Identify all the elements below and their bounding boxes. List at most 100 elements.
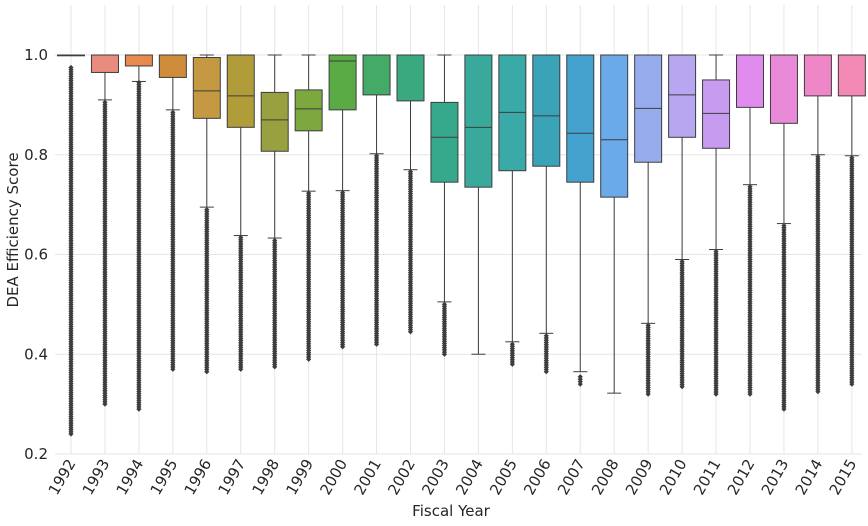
box-rect-1999 — [294, 89, 323, 132]
y-tick-label: 0.6 — [24, 246, 48, 264]
box-2003 — [430, 54, 459, 357]
box-1997 — [226, 54, 255, 372]
outlier-point — [238, 366, 244, 372]
outliers-1994 — [136, 79, 142, 412]
y-axis-ticks: 0.2 0.4 0.6 0.8 1.0 — [24, 46, 48, 463]
box-rect-2007 — [566, 54, 595, 183]
x-tick-label: 1999 — [282, 456, 317, 498]
x-tick-label: 2011 — [690, 456, 725, 498]
box-2004 — [464, 54, 493, 355]
outlier-point — [747, 391, 753, 397]
box-2012 — [736, 54, 764, 397]
x-tick-label: 2010 — [656, 456, 691, 498]
outlier-point — [679, 384, 685, 390]
box-rect-2012 — [736, 54, 764, 108]
box-rect-1997 — [226, 54, 255, 128]
x-tick-label: 1994 — [113, 456, 148, 498]
outlier-point — [543, 369, 549, 375]
box-2014 — [803, 54, 832, 395]
box-2006 — [532, 54, 561, 375]
x-tick-label: 2002 — [384, 456, 419, 498]
x-axis-title: Fiscal Year — [412, 502, 490, 520]
outliers-2013 — [781, 222, 787, 412]
outlier-point — [407, 329, 414, 335]
outlier-point — [509, 361, 515, 367]
x-tick-label: 2012 — [724, 456, 759, 498]
outlier-point — [68, 431, 74, 437]
outlier-point — [645, 391, 651, 397]
box-1998 — [260, 54, 289, 370]
y-tick-label: 0.8 — [24, 146, 48, 164]
x-tick-label: 2001 — [350, 456, 385, 498]
outliers-2006 — [543, 333, 549, 375]
box-rect-2014 — [803, 54, 832, 97]
box-rect-2001 — [362, 54, 391, 96]
box-2015 — [837, 54, 866, 387]
outlier-point — [340, 344, 346, 350]
outliers-2001 — [373, 153, 380, 347]
outliers-2000 — [340, 190, 346, 350]
box-rect-2011 — [702, 79, 731, 149]
outlier-point — [849, 381, 855, 387]
box-rect-1996 — [192, 56, 221, 119]
outliers-2014 — [815, 154, 821, 395]
box-rect-2010 — [668, 54, 697, 138]
outliers-2011 — [713, 248, 719, 397]
box-2010 — [668, 54, 697, 390]
box-rect-2000 — [328, 54, 357, 111]
outlier-point — [373, 341, 380, 347]
box-rect-1998 — [260, 91, 289, 152]
x-tick-label: 1996 — [181, 456, 216, 498]
outliers-2002 — [407, 169, 414, 335]
box-rect-2013 — [769, 54, 798, 124]
y-tick-label: 0.4 — [24, 345, 48, 363]
box-2000 — [328, 54, 357, 350]
outliers-1998 — [272, 237, 278, 370]
box-series — [57, 54, 866, 437]
outlier-point — [170, 366, 176, 372]
box-1999 — [294, 54, 323, 362]
box-2011 — [702, 54, 731, 397]
outliers-2007 — [577, 374, 583, 387]
outliers-2010 — [679, 258, 685, 390]
box-rect-1995 — [158, 54, 187, 78]
x-tick-label: 2000 — [316, 456, 351, 498]
outliers-1999 — [306, 190, 312, 362]
x-tick-label: 1997 — [215, 456, 250, 498]
outlier-point — [781, 406, 787, 412]
box-2005 — [498, 54, 527, 367]
box-1996 — [192, 54, 221, 375]
x-tick-label: 2006 — [520, 456, 555, 498]
box-1994 — [124, 54, 153, 412]
box-2007 — [566, 54, 595, 387]
x-tick-label: 2005 — [486, 456, 521, 498]
box-rect-2015 — [837, 54, 866, 97]
box-rect-1994 — [124, 54, 153, 67]
outliers-1993 — [102, 99, 108, 407]
box-rect-1993 — [90, 54, 119, 73]
box-rect-2006 — [532, 54, 561, 167]
box-1993 — [90, 54, 119, 407]
y-axis-title: DEA Efficiency Score — [4, 152, 22, 307]
x-tick-label: 2013 — [758, 456, 793, 498]
x-tick-label: 1998 — [248, 456, 283, 498]
y-tick-label: 0.2 — [24, 445, 48, 463]
outlier-point — [577, 381, 583, 387]
box-rect-2004 — [464, 54, 493, 188]
outlier-point — [136, 406, 142, 412]
outlier-point — [102, 401, 108, 407]
outlier-point — [204, 369, 210, 375]
box-1995 — [158, 54, 187, 372]
outliers-2012 — [747, 184, 753, 397]
box-rect-2008 — [600, 54, 629, 198]
x-tick-label: 2004 — [452, 456, 487, 498]
box-2001 — [362, 54, 391, 347]
box-rect-2002 — [396, 54, 425, 102]
outlier-point — [713, 391, 719, 397]
box-2009 — [634, 54, 663, 397]
x-tick-label: 2008 — [588, 456, 623, 498]
x-tick-label: 2003 — [418, 456, 453, 498]
outliers-1992 — [68, 64, 74, 437]
outlier-point — [441, 351, 448, 357]
